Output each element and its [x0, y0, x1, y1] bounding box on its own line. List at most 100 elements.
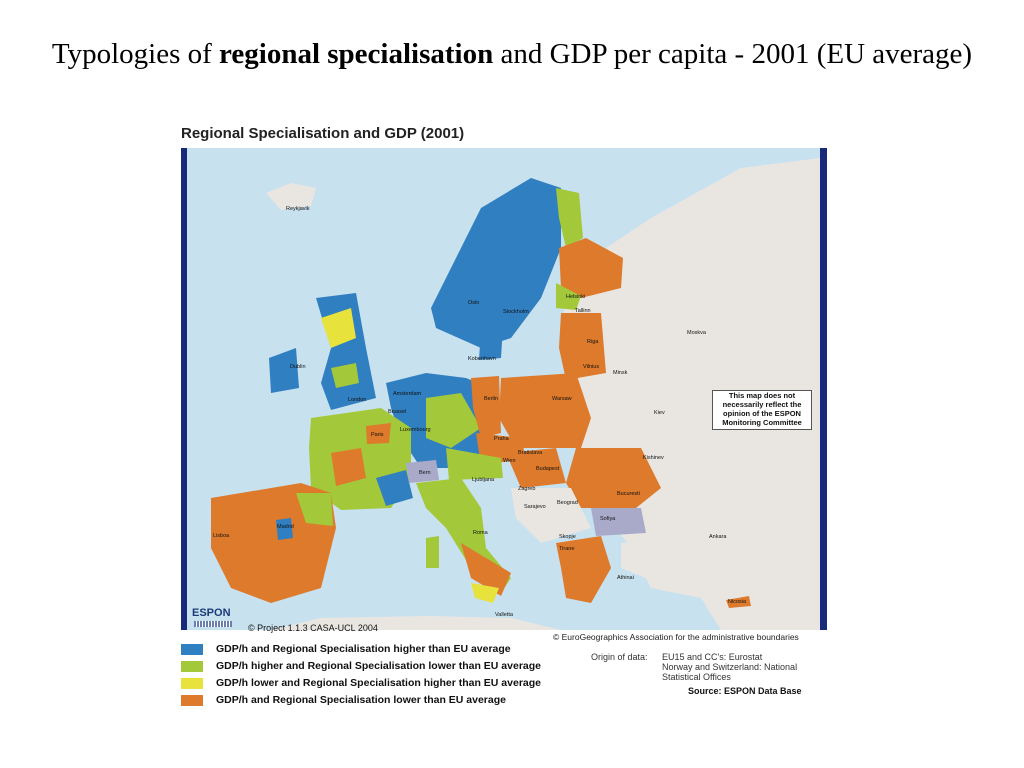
- legend-label: GDP/h and Regional Specialisation higher…: [216, 643, 511, 655]
- region-south-italy: [461, 543, 511, 596]
- city-berlin: Berlin: [484, 396, 499, 402]
- city-budapest: Budapest: [536, 466, 560, 472]
- city-paris: Paris: [371, 432, 384, 438]
- iceland: [266, 183, 316, 210]
- data-source: Source: ESPON Data Base: [688, 686, 802, 696]
- city-amsterdam: Amsterdam: [393, 391, 422, 397]
- region-finland: [559, 238, 623, 298]
- city-dublin: Dublin: [290, 364, 306, 370]
- region-balkans: [511, 488, 591, 543]
- slide-title: Typologies of regional specialisation an…: [20, 34, 1004, 74]
- city-bucuresti: Bucuresti: [617, 491, 640, 497]
- city-kiev: Kiev: [654, 410, 665, 416]
- non-data-land-turkey: [621, 538, 801, 580]
- region-greece: [556, 536, 611, 603]
- city-reykjavik: Reykjavik: [286, 206, 310, 212]
- legend-swatch-orange: [181, 695, 203, 706]
- origin-label: Origin of data:: [591, 652, 648, 662]
- legend-item: GDP/h higher and Regional Specialisation…: [181, 659, 621, 676]
- region-scandinavia: [431, 178, 561, 348]
- legend-swatch-yellow: [181, 678, 203, 689]
- city-tallinn: Tallinn: [575, 308, 591, 314]
- city-sarajevo: Sarajevo: [524, 504, 546, 510]
- city-brussel: Brussel: [388, 409, 407, 415]
- city-athinai: Athinai: [617, 575, 634, 581]
- legend: GDP/h and Regional Specialisation higher…: [181, 642, 621, 710]
- region-baltics: [559, 313, 606, 380]
- legend-item: GDP/h and Regional Specialisation higher…: [181, 642, 621, 659]
- legend-item: GDP/h lower and Regional Specialisation …: [181, 676, 621, 693]
- city-wien: Wien: [503, 458, 516, 464]
- region-east-germany: [471, 376, 501, 438]
- espon-logo-text: ESPON: [192, 607, 231, 619]
- title-prefix: Typologies of: [51, 38, 220, 70]
- origin-line2: Norway and Switzerland: National: [662, 662, 798, 672]
- region-austria: [446, 448, 503, 480]
- city-london: London: [348, 397, 367, 403]
- region-madrid: [276, 518, 293, 540]
- city-oslo: Oslo: [468, 300, 480, 306]
- city-ankara: Ankara: [709, 534, 727, 540]
- non-data-land-africa: [271, 616, 561, 630]
- region-bulgaria: [591, 508, 646, 536]
- city-kishinev: Kishinev: [643, 455, 664, 461]
- city-warsaw: Warsaw: [552, 396, 572, 402]
- region-midlands: [331, 363, 359, 388]
- title-suffix: and GDP per capita - 2001 (EU average): [493, 38, 973, 70]
- city-ljubljana: Ljubljana: [472, 477, 495, 483]
- city-beograd: Beograd: [557, 500, 578, 506]
- city-sofiya: Sofiya: [600, 516, 616, 522]
- espon-logo: ESPON: [192, 607, 240, 629]
- city-kobenhavn: Kobenhavn: [468, 356, 496, 362]
- region-switzerland: [406, 460, 439, 483]
- city-madrid: Madrid: [277, 524, 294, 530]
- project-credit: © Project 1.1.3 CASA-UCL 2004: [248, 623, 378, 633]
- city-bern: Bern: [419, 470, 431, 476]
- region-helsinki: [556, 283, 581, 310]
- region-sardinia: [426, 536, 439, 568]
- city-roma: Roma: [473, 530, 488, 536]
- city-lisboa: Lisboa: [213, 533, 230, 539]
- map-title: Regional Specialisation and GDP (2001): [181, 125, 465, 142]
- region-ireland: [269, 348, 299, 393]
- region-poland: [499, 373, 591, 448]
- city-helsinki: Helsinki: [566, 294, 586, 300]
- europe-map-svg: [181, 148, 827, 630]
- data-origin: Origin of data: EU15 and CC's: Eurostat N…: [591, 652, 797, 682]
- city-moskva: Moskva: [687, 330, 706, 336]
- region-cyprus: [726, 596, 751, 608]
- region-northeast-spain: [296, 493, 333, 526]
- region-paris-ring: [366, 423, 391, 444]
- frame-right-bar: [820, 148, 827, 630]
- origin-line3: Statistical Offices: [662, 672, 731, 682]
- city-praha: Praha: [494, 436, 509, 442]
- espon-logo-stripes: [194, 621, 232, 627]
- region-sicily: [471, 583, 499, 603]
- legend-label: GDP/h lower and Regional Specialisation …: [216, 677, 541, 689]
- title-bold: regional specialisation: [219, 38, 494, 70]
- region-lapland: [556, 188, 583, 248]
- frame-left-bar: [181, 148, 187, 630]
- origin-line1: EU15 and CC's: Eurostat: [662, 652, 763, 662]
- region-romania: [566, 448, 661, 508]
- city-stockholm: Stockholm: [503, 309, 529, 315]
- region-central-germany: [426, 393, 481, 448]
- city-luxembourg: Luxembourg: [400, 427, 431, 433]
- legend-swatch-lime: [181, 661, 203, 672]
- map-frame: [181, 148, 827, 630]
- legend-swatch-blue: [181, 644, 203, 655]
- region-hungary: [506, 448, 566, 488]
- city-bratislava: Bratislava: [518, 450, 543, 456]
- disclaimer-box: This map does not necessarily reflect th…: [712, 390, 812, 430]
- city-vilnius: Vilnius: [583, 364, 600, 370]
- region-denmark: [479, 326, 503, 360]
- region-france-south: [376, 470, 413, 506]
- legend-item: GDP/h and Regional Specialisation lower …: [181, 693, 621, 710]
- legend-label: GDP/h and Regional Specialisation lower …: [216, 694, 506, 706]
- region-france-central: [331, 448, 366, 486]
- city-minsk: Minsk: [613, 370, 628, 376]
- city-riga: Riga: [587, 339, 599, 345]
- city-zagreb: Zagreb: [518, 486, 536, 492]
- region-scotland: [321, 308, 356, 348]
- city-nicosia: Nicosia: [728, 599, 747, 605]
